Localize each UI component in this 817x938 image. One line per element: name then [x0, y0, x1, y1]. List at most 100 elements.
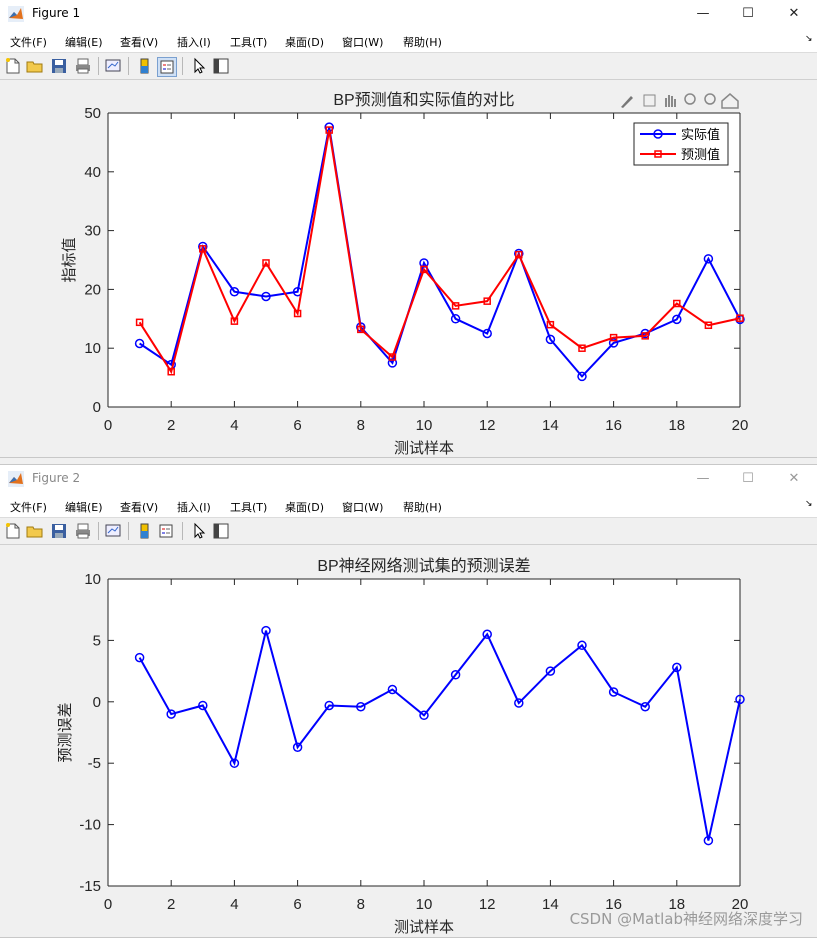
home-icon[interactable] [721, 93, 739, 109]
print-icon[interactable] [74, 57, 92, 75]
x-axis-label: 测试样本 [394, 440, 454, 457]
data-point-square [167, 367, 175, 376]
menu-tools[interactable]: 工具(T) [230, 36, 268, 49]
data-point-circle [450, 670, 461, 680]
menu-edit[interactable]: 编辑(E) [65, 501, 103, 514]
axes-toolbar [621, 93, 739, 109]
menubar-dock-arrow-icon[interactable]: ↘ [805, 499, 813, 509]
x-tick-label: 14 [542, 896, 559, 913]
x-tick-label: 2 [167, 896, 175, 913]
close-button[interactable]: ✕ [788, 6, 800, 21]
data-point-square [673, 299, 681, 308]
pointer-icon[interactable] [190, 57, 208, 75]
data-point-circle [166, 709, 176, 719]
zoom-in-icon[interactable] [684, 93, 696, 105]
x-tick-label: 0 [104, 896, 112, 913]
data-point-square [357, 325, 365, 334]
data-point-square [515, 250, 523, 259]
data-point-circle [229, 758, 240, 768]
data-point-square [135, 318, 144, 327]
legend-icon[interactable] [157, 57, 177, 77]
save-icon[interactable] [50, 522, 68, 540]
menu-window[interactable]: 窗口(W) [342, 36, 384, 49]
data-point-square [578, 344, 586, 352]
data-point-square [704, 321, 713, 330]
new-figure-icon[interactable] [4, 522, 22, 540]
toolbar-separator [128, 522, 129, 540]
x-tick-label: 12 [479, 896, 496, 913]
data-point-square [325, 126, 333, 134]
menu-view[interactable]: 查看(V) [120, 36, 159, 49]
minimize-button[interactable]: — [696, 471, 710, 486]
data-point-square [199, 245, 207, 253]
menu-window[interactable]: 窗口(W) [342, 501, 384, 514]
data-point-circle [419, 710, 429, 721]
menu-desktop[interactable]: 桌面(D) [285, 36, 325, 49]
menu-bar: 文件(F) 编辑(E) 查看(V) 插入(I) 工具(T) 桌面(D) 窗口(W… [0, 28, 817, 53]
y-tick-label: 40 [84, 164, 101, 181]
menu-file[interactable]: 文件(F) [10, 36, 47, 49]
y-tick-label: -10 [79, 817, 101, 834]
series-line [138, 630, 741, 841]
data-point-circle [356, 701, 366, 712]
x-tick-label: 12 [479, 417, 496, 434]
data-point-square [420, 265, 428, 274]
data-point-circle [640, 701, 650, 712]
menubar-dock-arrow-icon[interactable]: ↘ [805, 34, 813, 44]
legend-icon[interactable] [157, 522, 175, 540]
zoom-out-icon[interactable] [704, 93, 716, 105]
menu-desktop[interactable]: 桌面(D) [285, 501, 325, 514]
toolbar-separator [128, 57, 129, 75]
property-editor-icon[interactable] [212, 57, 230, 75]
x-tick-label: 4 [230, 896, 238, 913]
toolbar-separator [98, 522, 99, 540]
brush-icon[interactable] [621, 96, 633, 108]
new-figure-icon[interactable] [4, 57, 22, 75]
data-point-circle [261, 291, 271, 302]
menu-help[interactable]: 帮助(H) [403, 36, 442, 49]
data-point-circle [672, 314, 682, 325]
menu-insert[interactable]: 插入(I) [177, 501, 211, 514]
x-tick-label: 18 [668, 896, 685, 913]
data-point-circle [545, 666, 556, 676]
data-point-circle [450, 314, 461, 324]
toolbar-separator [182, 522, 183, 540]
open-file-icon[interactable] [26, 522, 44, 540]
maximize-button[interactable]: ☐ [742, 6, 754, 21]
menu-edit[interactable]: 编辑(E) [65, 36, 103, 49]
open-file-icon[interactable] [26, 57, 44, 75]
watermark: CSDN @Matlab神经网络深度学习 [569, 910, 803, 928]
close-button[interactable]: ✕ [788, 471, 800, 486]
pan-icon[interactable] [665, 95, 676, 107]
legend-marker-circle [653, 129, 663, 139]
series-line [138, 129, 741, 375]
menu-insert[interactable]: 插入(I) [177, 36, 211, 49]
property-editor-icon[interactable] [212, 522, 230, 540]
x-tick-label: 4 [230, 417, 238, 434]
minimize-button[interactable]: — [696, 6, 710, 21]
x-tick-label: 18 [668, 417, 685, 434]
link-plot-icon[interactable] [104, 57, 122, 75]
data-tips-icon[interactable] [643, 94, 656, 107]
data-point-circle [608, 338, 619, 348]
window-title: Figure 2 [32, 471, 81, 485]
toolbar-separator [98, 57, 99, 75]
link-plot-icon[interactable] [104, 522, 122, 540]
colorbar-icon[interactable] [136, 522, 154, 540]
colorbar-icon[interactable] [136, 57, 154, 75]
data-point-circle [672, 662, 682, 673]
figure-1-canvas: 0 2 4 6 8 10 12 14 16 18 20 0 10 20 30 40 50 BP预测值和实际值的对比… [0, 80, 817, 457]
print-icon[interactable] [74, 522, 92, 540]
save-icon[interactable] [50, 57, 68, 75]
maximize-button[interactable]: ☐ [742, 471, 754, 486]
data-point-circle [198, 700, 208, 711]
menu-help[interactable]: 帮助(H) [403, 501, 442, 514]
data-point-circle [482, 328, 492, 339]
menu-file[interactable]: 文件(F) [10, 501, 47, 514]
menu-tools[interactable]: 工具(T) [230, 501, 268, 514]
data-point-circle [577, 640, 587, 651]
data-point-circle [482, 629, 492, 640]
pointer-icon[interactable] [190, 522, 208, 540]
toolbar [0, 518, 817, 545]
menu-view[interactable]: 查看(V) [120, 501, 159, 514]
